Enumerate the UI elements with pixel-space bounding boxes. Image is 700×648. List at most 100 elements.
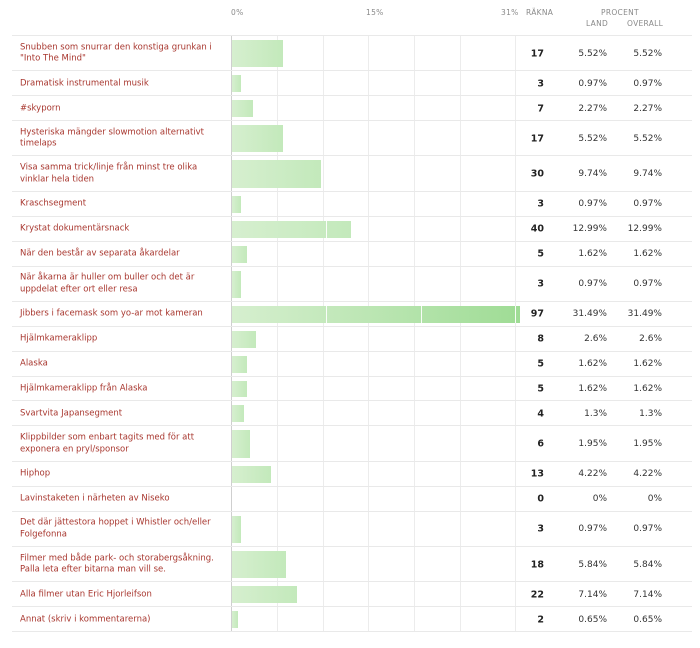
bar-separator	[420, 305, 422, 323]
row-percent-land: 1.62%	[578, 249, 607, 260]
table-row: Kraschsegment 3 0.97% 0.97%	[12, 190, 692, 217]
row-percent-overall: 9.74%	[633, 169, 662, 180]
bar	[232, 220, 351, 238]
table-row: Hysteriska mängder slowmotion alternativ…	[12, 120, 692, 156]
row-percent-overall: 31.49%	[627, 309, 662, 320]
row-label[interactable]: Det där jättestora hoppet i Whistler och…	[20, 517, 211, 540]
row-percent-land: 0.97%	[578, 279, 607, 290]
row-label[interactable]: Visa samma trick/linje från minst tre ol…	[20, 162, 198, 185]
bar-separator	[515, 305, 517, 323]
bar-separator	[326, 220, 328, 238]
row-count: 3	[537, 78, 544, 90]
bar	[232, 586, 298, 604]
header-overall: OVERALL	[627, 19, 664, 28]
bar	[232, 100, 253, 118]
row-label[interactable]: Dramatisk instrumental musik	[20, 78, 149, 89]
row-count: 7	[537, 103, 544, 115]
bar	[232, 40, 283, 68]
row-percent-overall: 2.6%	[639, 334, 662, 345]
tick-label-31: 31%	[501, 8, 519, 17]
row-percent-land: 5.84%	[578, 559, 607, 570]
gridline-2	[322, 35, 324, 631]
row-percent-overall: 2.27%	[633, 103, 662, 114]
row-label[interactable]: Hjälmkameraklipp	[20, 333, 98, 344]
gridline-3	[368, 35, 370, 631]
tick-label-15: 15%	[366, 8, 384, 17]
row-label[interactable]: Hysteriska mängder slowmotion alternativ…	[20, 127, 205, 149]
row-label[interactable]: Filmer med både park- och storabergsåkni…	[20, 553, 214, 575]
row-count: 5	[537, 358, 544, 370]
table-row: Hiphop 13 4.22% 4.22%	[12, 460, 692, 487]
table-row: Det där jättestora hoppet i Whistler och…	[12, 510, 692, 547]
row-label[interactable]: Annat (skriv i kommentarerna)	[20, 613, 151, 624]
bar	[232, 405, 244, 423]
row-label[interactable]: Svartvita Japansegment	[20, 408, 123, 419]
header-count: RÄKNA	[526, 8, 554, 17]
bar	[232, 195, 241, 213]
row-label[interactable]: Hjälmkameraklipp från Alaska	[20, 383, 148, 394]
row-count: 0	[537, 493, 544, 505]
tick-label-0: 0%	[231, 8, 244, 17]
row-label[interactable]: Klippbilder som enbart tagits med för at…	[20, 432, 195, 455]
bar	[232, 245, 247, 263]
table-row: Snubben som snurrar den konstiga grunkan…	[12, 35, 692, 71]
row-percent-overall: 0.97%	[633, 279, 662, 290]
row-label[interactable]: #skyporn	[20, 102, 61, 113]
row-count: 13	[530, 468, 544, 480]
row-percent-land: 0.97%	[578, 524, 607, 535]
row-label[interactable]: Lavinstaketen i närheten av Niseko	[20, 493, 170, 504]
table-row: Alla filmer utan Eric Hjorleifson 22 7.14%…	[12, 581, 692, 607]
table-row: Hjälmkameraklipp 8 2.6% 2.6%	[12, 325, 692, 352]
row-percent-land: 2.27%	[578, 103, 607, 114]
row-count: 22	[530, 589, 544, 601]
table-row: Svartvita Japansegment 4 1.3% 1.3%	[12, 400, 692, 426]
row-percent-land: 1.95%	[578, 439, 607, 450]
row-count: 17	[530, 133, 544, 145]
row-percent-overall: 7.14%	[633, 589, 662, 600]
table-row: Hjälmkameraklipp från Alaska 5 1.62% 1.62%	[12, 375, 692, 402]
row-percent-land: 0.97%	[578, 78, 607, 89]
row-percent-land: 0.97%	[578, 199, 607, 210]
row-label[interactable]: När åkarna är huller om buller och det ä…	[20, 272, 195, 295]
row-percent-land: 5.52%	[578, 48, 607, 59]
row-count: 4	[537, 408, 544, 420]
row-label[interactable]: Alaska	[20, 358, 48, 369]
row-label[interactable]: Kraschsegment	[20, 198, 87, 209]
row-label[interactable]: Jibbers i facemask som yo-ar mot kameran	[20, 308, 203, 319]
table-row: När den består av separata åkardelar 5 1.6…	[12, 240, 692, 267]
bar	[232, 430, 250, 458]
row-count: 30	[530, 168, 544, 180]
row-percent-overall: 1.62%	[633, 249, 662, 260]
row-percent-overall: 0.65%	[633, 614, 662, 625]
row-percent-land: 31.49%	[572, 309, 607, 320]
table-row: #skyporn 7 2.27% 2.27%	[12, 95, 692, 121]
gridline-1	[276, 35, 278, 631]
bar	[232, 380, 247, 398]
row-label[interactable]: Krystat dokumentärsnack	[20, 223, 130, 234]
bar	[232, 465, 271, 483]
row-percent-overall: 1.95%	[633, 439, 662, 450]
gridline-5	[460, 35, 462, 631]
row-count: 5	[537, 248, 544, 260]
bar	[232, 355, 247, 373]
bar	[232, 611, 238, 628]
row-percent-overall: 1.62%	[633, 384, 662, 394]
gridline-6	[515, 35, 516, 631]
row-label[interactable]: Hiphop	[20, 468, 51, 479]
row-percent-land: 4.22%	[578, 469, 607, 480]
row-label[interactable]: Snubben som snurrar den konstiga grunkan…	[20, 42, 212, 64]
row-label[interactable]: Alla filmer utan Eric Hjorleifson	[20, 588, 152, 599]
bar	[232, 330, 256, 348]
table-row: Visa samma trick/linje från minst tre ol…	[12, 155, 692, 191]
table-row: Filmer med både park- och storabergsåkni…	[12, 545, 692, 582]
row-percent-overall: 0.97%	[633, 199, 662, 210]
bar	[232, 270, 241, 298]
table-bottom-border	[12, 631, 692, 633]
row-count: 18	[530, 559, 544, 571]
table-row: Annat (skriv i kommentarerna) 2 0.65% 0.65%	[12, 606, 692, 632]
row-label[interactable]: När den består av separata åkardelar	[20, 248, 180, 259]
row-percent-overall: 5.52%	[633, 48, 662, 59]
row-percent-overall: 0%	[647, 494, 662, 505]
row-percent-land: 1.62%	[578, 359, 607, 370]
bar	[232, 125, 283, 153]
